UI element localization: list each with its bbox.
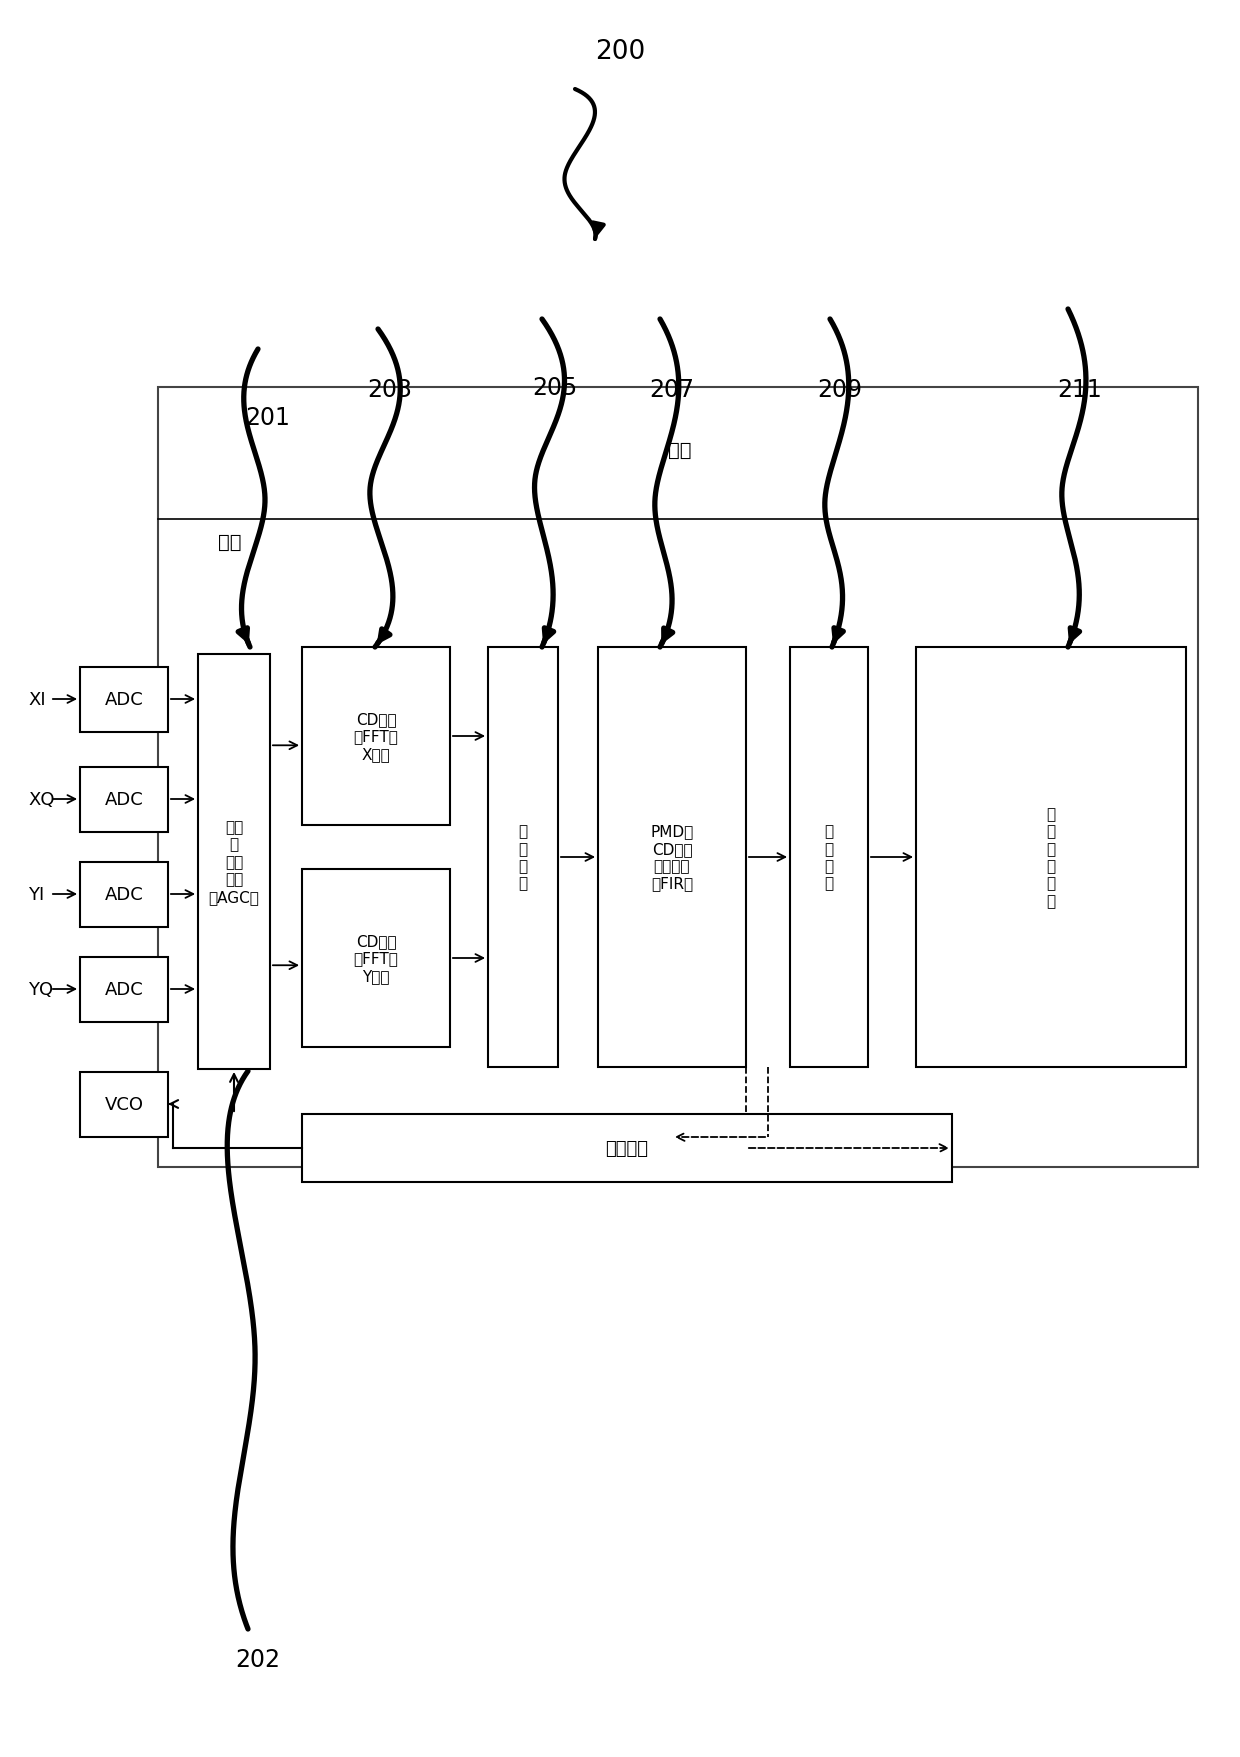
Text: 解
码
和
帧
检
测: 解 码 和 帧 检 测 — [1047, 806, 1055, 908]
Text: ADC: ADC — [104, 791, 144, 808]
Bar — [303, 648, 450, 826]
Bar — [790, 648, 868, 1068]
Bar — [157, 388, 1198, 1167]
Bar — [598, 648, 746, 1068]
Text: 209: 209 — [817, 378, 863, 402]
Text: 202: 202 — [236, 1646, 280, 1671]
Text: 203: 203 — [367, 378, 413, 402]
Text: 201: 201 — [246, 406, 290, 430]
Text: VCO: VCO — [104, 1095, 144, 1114]
Bar — [489, 648, 558, 1068]
Text: XI: XI — [29, 691, 46, 708]
Bar — [81, 1072, 167, 1137]
Text: ADC: ADC — [104, 980, 144, 998]
Bar — [81, 863, 167, 928]
Bar — [198, 655, 270, 1070]
Text: YI: YI — [29, 886, 45, 903]
Text: 207: 207 — [650, 378, 694, 402]
Text: 211: 211 — [1058, 378, 1102, 402]
Text: ADC: ADC — [104, 886, 144, 903]
Text: PMD、
CD补偿
和消偏振
（FIR）: PMD、 CD补偿 和消偏振 （FIR） — [650, 824, 693, 891]
Text: 频
率
恢
复: 频 率 恢 复 — [518, 824, 527, 891]
Text: 载
波
恢
复: 载 波 恢 复 — [825, 824, 833, 891]
Text: ADC: ADC — [104, 691, 144, 708]
Bar — [303, 1114, 952, 1182]
Text: 205: 205 — [532, 376, 578, 401]
Text: 200: 200 — [595, 39, 645, 65]
Bar — [916, 648, 1185, 1068]
Text: CD补偿
（FFT）
X偏振: CD补偿 （FFT） X偏振 — [353, 712, 398, 761]
Text: 定时估计: 定时估计 — [605, 1139, 649, 1158]
Text: CD补偿
（FFT）
Y偏振: CD补偿 （FFT） Y偏振 — [353, 933, 398, 984]
Bar — [81, 668, 167, 733]
Text: XQ: XQ — [29, 791, 55, 808]
Text: 偏移
和
增益
调整
（AGC）: 偏移 和 增益 调整 （AGC） — [208, 821, 259, 905]
Text: YQ: YQ — [29, 980, 53, 998]
Bar — [81, 958, 167, 1023]
Text: 硬件: 硬件 — [218, 532, 242, 552]
Text: 软件: 软件 — [668, 441, 692, 459]
Bar — [303, 870, 450, 1047]
Bar — [81, 768, 167, 833]
